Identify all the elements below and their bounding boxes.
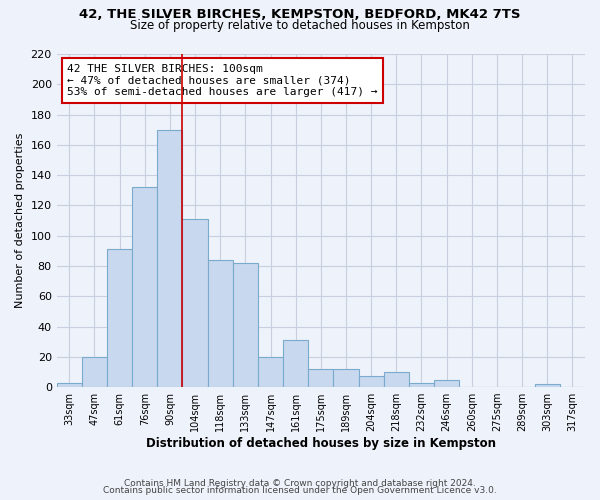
Bar bbox=[308, 369, 334, 387]
Bar bbox=[208, 260, 233, 387]
Bar bbox=[132, 187, 157, 387]
Bar bbox=[283, 340, 308, 387]
Bar bbox=[434, 380, 459, 387]
Bar bbox=[82, 357, 107, 387]
Text: 42, THE SILVER BIRCHES, KEMPSTON, BEDFORD, MK42 7TS: 42, THE SILVER BIRCHES, KEMPSTON, BEDFOR… bbox=[79, 8, 521, 20]
Bar bbox=[535, 384, 560, 387]
Text: 42 THE SILVER BIRCHES: 100sqm
← 47% of detached houses are smaller (374)
53% of : 42 THE SILVER BIRCHES: 100sqm ← 47% of d… bbox=[67, 64, 378, 97]
Bar bbox=[359, 376, 384, 387]
Text: Size of property relative to detached houses in Kempston: Size of property relative to detached ho… bbox=[130, 18, 470, 32]
Text: Contains HM Land Registry data © Crown copyright and database right 2024.: Contains HM Land Registry data © Crown c… bbox=[124, 478, 476, 488]
Bar bbox=[384, 372, 409, 387]
Bar bbox=[258, 357, 283, 387]
Bar bbox=[107, 250, 132, 387]
Bar bbox=[334, 369, 359, 387]
Bar bbox=[56, 382, 82, 387]
Bar bbox=[157, 130, 182, 387]
Bar bbox=[409, 382, 434, 387]
Bar bbox=[182, 219, 208, 387]
Bar bbox=[233, 263, 258, 387]
Text: Contains public sector information licensed under the Open Government Licence v3: Contains public sector information licen… bbox=[103, 486, 497, 495]
X-axis label: Distribution of detached houses by size in Kempston: Distribution of detached houses by size … bbox=[146, 437, 496, 450]
Y-axis label: Number of detached properties: Number of detached properties bbox=[15, 133, 25, 308]
